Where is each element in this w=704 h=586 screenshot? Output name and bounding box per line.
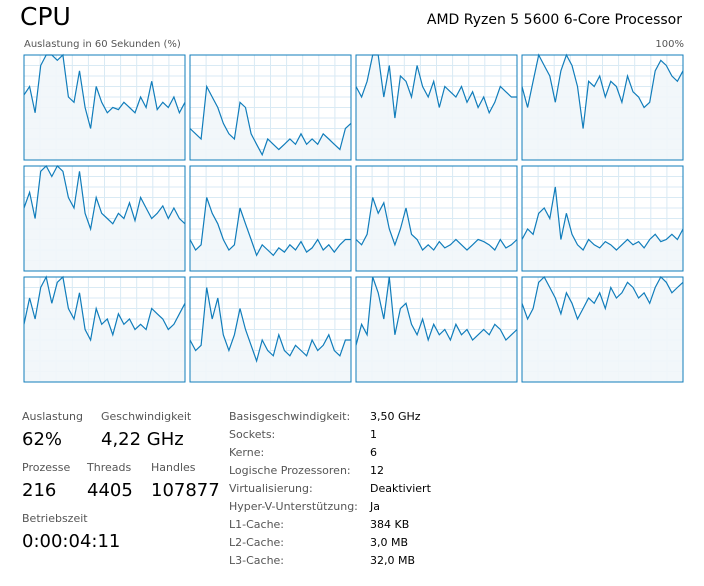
processor-name: AMD Ryzen 5 5600 6-Core Processor [426, 12, 682, 28]
core-line [355, 276, 518, 346]
core-line [521, 53, 684, 129]
core-line [355, 54, 517, 119]
detail-label: Virtualisierung: [229, 482, 313, 495]
detail-label: Logische Prozessoren: [229, 464, 351, 477]
core-line [189, 287, 351, 364]
detail-value: 3,0 MB [370, 536, 409, 549]
core-area [522, 55, 683, 160]
stat-label: Auslastung [22, 410, 83, 423]
detail-label: L2-Cache: [229, 536, 285, 549]
core-graph-border [189, 165, 352, 272]
detail-value: 12 [370, 464, 384, 477]
core-area [24, 55, 185, 160]
core-line [189, 84, 352, 157]
core-graphs [23, 53, 684, 383]
stat-label: Prozesse [22, 461, 71, 474]
stat-value: 107877 [151, 480, 220, 501]
core-area [522, 277, 683, 382]
core-graph-border [521, 165, 684, 272]
stat-label: Geschwindigkeit [101, 410, 192, 423]
detail-value: 1 [370, 428, 377, 441]
core-area [24, 277, 185, 382]
graph-label: Auslastung in 60 Sekunden (%) [24, 39, 181, 50]
stat-label: Betriebszeit [22, 512, 88, 525]
stat-value: 4405 [87, 480, 133, 501]
detail-value: 6 [370, 446, 377, 459]
core-area [356, 55, 517, 160]
detail-label: Sockets: [229, 428, 276, 441]
core-line [521, 186, 684, 251]
core-graph-border [521, 276, 684, 383]
core-area [24, 166, 185, 271]
detail-label: Kerne: [229, 446, 265, 459]
core-line [355, 197, 518, 251]
core-graph-border [189, 276, 352, 383]
core-line [521, 276, 684, 321]
stat-label: Threads [87, 461, 132, 474]
detail-value: Deaktiviert [370, 482, 431, 495]
core-graph-border [23, 165, 186, 272]
core-graph-border [189, 54, 352, 161]
stat-value: 216 [22, 480, 57, 501]
stat-value: 0:00:04:11 [22, 531, 121, 552]
core-area [190, 197, 351, 271]
stat-label: Handles [151, 461, 196, 474]
detail-value: 384 KB [370, 518, 410, 531]
core-line [23, 165, 186, 232]
core-area [190, 86, 351, 160]
core-area [190, 287, 351, 382]
core-area [356, 197, 517, 271]
core-graph-border [355, 165, 518, 272]
page-title: CPU [20, 2, 71, 31]
stat-value: 62% [22, 429, 63, 450]
stat-value: 4,22 GHz [101, 429, 184, 450]
detail-value: Ja [370, 500, 380, 513]
core-line [23, 275, 186, 342]
detail-value: 3,50 GHz [370, 410, 421, 423]
core-graph-border [521, 54, 684, 161]
detail-label: L1-Cache: [229, 518, 285, 531]
detail-value: 32,0 MB [370, 554, 416, 567]
core-graph-border [23, 54, 186, 161]
detail-label: Hyper-V-Unterstützung: [229, 500, 358, 513]
core-area [356, 277, 517, 382]
core-line [189, 197, 351, 257]
core-graph-border [355, 276, 518, 383]
core-graph-border [23, 276, 186, 383]
core-graph-border [355, 54, 518, 161]
graph-max-label: 100% [655, 39, 684, 50]
detail-label: L3-Cache: [229, 554, 285, 567]
core-area [522, 187, 683, 271]
detail-label: Basisgeschwindigkeit: [229, 410, 351, 423]
